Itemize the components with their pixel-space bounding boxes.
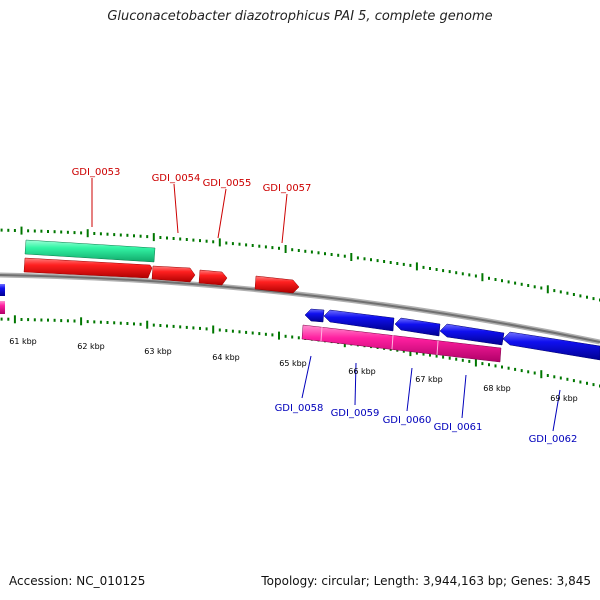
gene-label-gdi-0055[interactable]: GDI_0055 bbox=[203, 178, 252, 189]
genome-backbone bbox=[0, 272, 600, 345]
scale-label-62-kbp: 62 kbp bbox=[77, 342, 105, 351]
gene-feature-gdi-0058[interactable] bbox=[304, 308, 325, 323]
gene-feature-gdi-0057[interactable] bbox=[254, 275, 300, 294]
reverse-feature-labels: GDI_0058 GDI_0059 GDI_0060 GDI_0061 GDI_… bbox=[275, 403, 578, 445]
scale-label-64-kbp: 64 kbp bbox=[212, 353, 240, 362]
upper-tick-track bbox=[0, 226, 600, 302]
forward-strand-features bbox=[0, 239, 300, 296]
gene-label-gdi-0058[interactable]: GDI_0058 bbox=[275, 403, 324, 414]
scale-label-69-kbp: 69 kbp bbox=[550, 394, 578, 403]
accession-label: Accession: NC_010125 bbox=[9, 574, 146, 588]
gene-label-gdi-0057[interactable]: GDI_0057 bbox=[263, 183, 312, 194]
rna-feature-gdi-0053[interactable] bbox=[24, 239, 156, 263]
gene-feature-gdi-0062[interactable] bbox=[502, 331, 600, 361]
gene-label-gdi-0054[interactable]: GDI_0054 bbox=[152, 173, 201, 184]
gene-feature-gdi-0054[interactable] bbox=[151, 265, 196, 283]
gene-label-gdi-0062[interactable]: GDI_0062 bbox=[529, 434, 578, 445]
gene-feature-gdi-0055[interactable] bbox=[198, 269, 228, 286]
gene-label-gdi-0053[interactable]: GDI_0053 bbox=[72, 167, 121, 178]
scale-label-68-kbp: 68 kbp bbox=[483, 384, 511, 393]
scale-labels: 61 kbp 62 kbp 63 kbp 64 kbp 65 kbp 66 kb… bbox=[9, 337, 578, 403]
scale-label-67-kbp: 67 kbp bbox=[415, 375, 443, 384]
gene-label-gdi-0061[interactable]: GDI_0061 bbox=[434, 422, 483, 433]
reverse-label-leaders bbox=[301, 355, 561, 432]
map-title: Gluconacetobacter diazotrophicus PAI 5, … bbox=[107, 9, 493, 24]
gene-feature-gdi-0053[interactable] bbox=[23, 257, 153, 279]
gene-feature-gdi-0060[interactable] bbox=[394, 317, 441, 337]
rna-feature-edge-left-reverse[interactable] bbox=[0, 301, 5, 314]
rna-feature-gdi-0059[interactable] bbox=[301, 324, 502, 363]
gene-label-gdi-0059[interactable]: GDI_0059 bbox=[331, 408, 380, 419]
genome-stats-label: Topology: circular; Length: 3,944,163 bp… bbox=[261, 574, 591, 588]
gene-feature-edge-left-forward[interactable] bbox=[0, 284, 5, 296]
forward-feature-labels: GDI_0053 GDI_0054 GDI_0055 GDI_0057 bbox=[72, 167, 312, 194]
scale-label-63-kbp: 63 kbp bbox=[144, 347, 172, 356]
scale-label-66-kbp: 66 kbp bbox=[348, 367, 376, 376]
gene-feature-gdi-0059[interactable] bbox=[323, 309, 395, 332]
forward-label-leaders bbox=[91, 178, 288, 244]
scale-label-65-kbp: 65 kbp bbox=[279, 359, 307, 368]
scale-label-61-kbp: 61 kbp bbox=[9, 337, 37, 346]
gene-label-gdi-0060[interactable]: GDI_0060 bbox=[383, 415, 432, 426]
reverse-strand-features bbox=[0, 301, 600, 363]
